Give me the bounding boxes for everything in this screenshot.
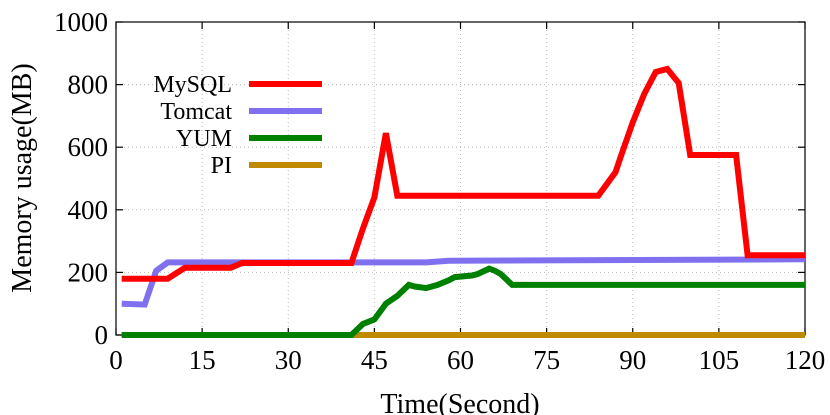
x-tick-label-0: 0 — [109, 345, 123, 375]
x-tick-label-1: 15 — [189, 345, 216, 375]
series-line-mysql — [121, 65, 805, 282]
y-tick-label-4: 800 — [68, 70, 109, 100]
y-tick-label-1: 200 — [68, 257, 109, 287]
x-tick-label-8: 120 — [785, 345, 826, 375]
x-tick-label-2: 30 — [275, 345, 302, 375]
axis-ticks: 0 200 400 600 800 1000 0 15 30 45 60 75 90 105 120 — [54, 7, 825, 375]
y-tick-label-2: 400 — [68, 195, 109, 225]
y-tick-label-0: 0 — [95, 320, 109, 350]
legend-label-tomcat: Tomcat — [160, 99, 232, 125]
x-tick-label-4: 60 — [447, 345, 474, 375]
x-tick-label-6: 90 — [619, 345, 646, 375]
series-lines — [121, 65, 806, 338]
series-line-tomcat — [121, 256, 806, 308]
legend-label-mysql: MySQL — [153, 72, 232, 98]
legend-label-yum: YUM — [176, 126, 232, 152]
x-axis-title: Time(Second) — [380, 389, 539, 415]
series-line-yum — [121, 265, 805, 338]
x-tick-label-3: 45 — [361, 345, 388, 375]
x-tick-label-5: 75 — [533, 345, 560, 375]
y-tick-label-3: 600 — [68, 132, 109, 162]
y-tick-label-5: 1000 — [54, 7, 108, 37]
y-axis-title: Memory usage(MB) — [7, 63, 38, 292]
legend-label-pi: PI — [211, 153, 232, 179]
x-tick-label-7: 105 — [699, 345, 740, 375]
